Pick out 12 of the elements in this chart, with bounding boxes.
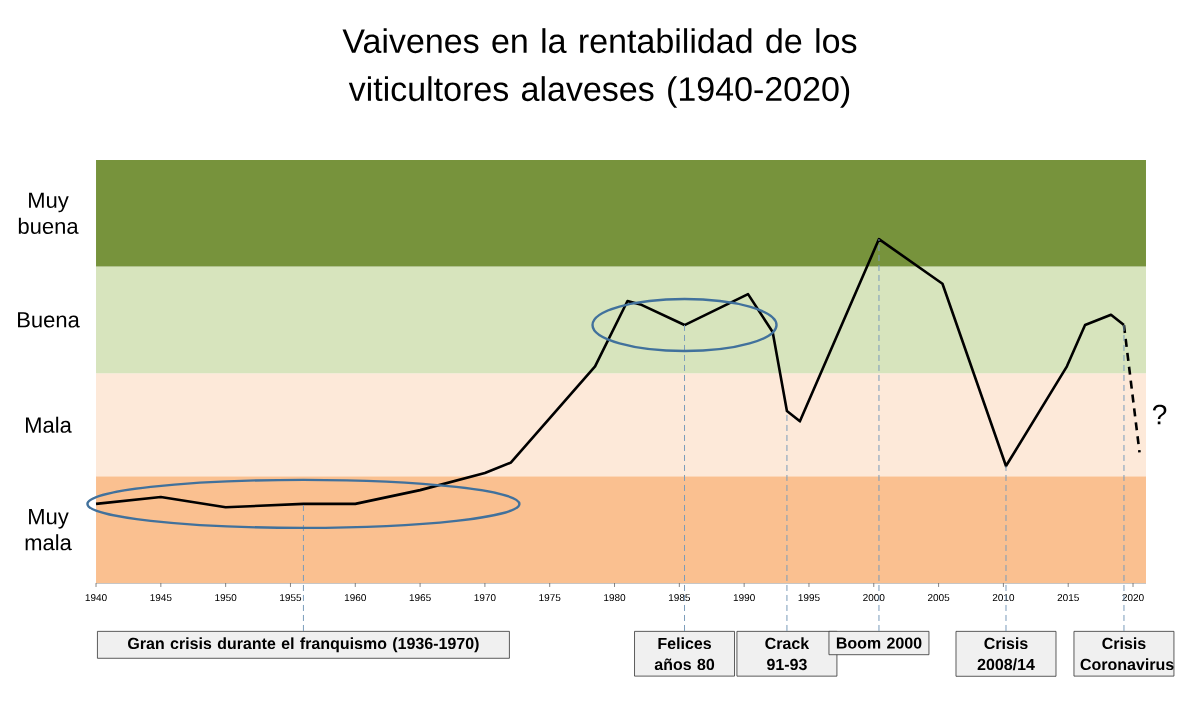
annotation: Felices años 80 — [654, 637, 715, 671]
chart-title: Vaivenes en la rentabilidad de los viticultores alaveses (1940-2020) — [342, 28, 857, 108]
annotation: ? — [1152, 404, 1167, 425]
band-label: Muy buena — [18, 192, 79, 234]
annotation: Gran crisis durante el franquismo (1936-1970) — [128, 637, 479, 653]
band-label: Muy mala — [25, 509, 72, 551]
annotation: Crisis Coronavirus — [1080, 637, 1174, 671]
band-label: Buena — [18, 312, 80, 328]
annotation: Crack 91-93 — [765, 637, 810, 671]
band-label: Mala — [26, 416, 72, 433]
annotation: Boom 2000 — [836, 637, 922, 649]
annotation: Crisis 2008/14 — [977, 637, 1035, 671]
